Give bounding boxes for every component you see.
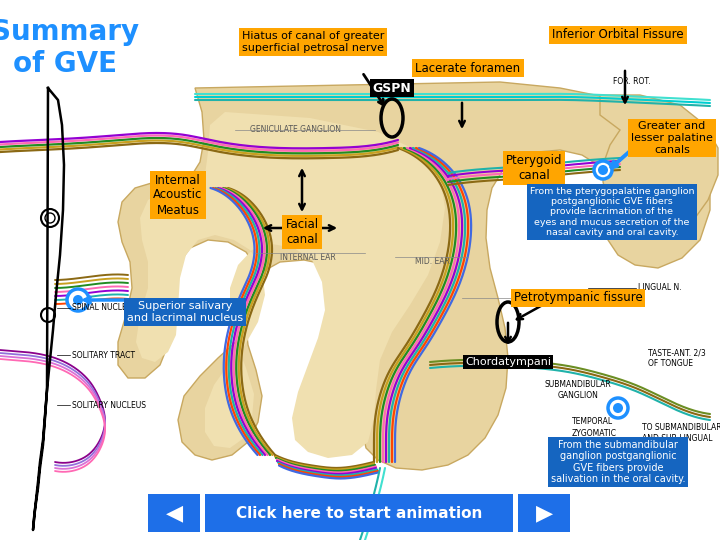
- Text: MID. EAR: MID. EAR: [415, 258, 449, 267]
- Circle shape: [598, 165, 608, 175]
- Circle shape: [67, 289, 89, 311]
- Circle shape: [608, 398, 628, 418]
- Text: TEMPORAL: TEMPORAL: [572, 417, 613, 427]
- Text: Greater and
lesser palatine
canals: Greater and lesser palatine canals: [631, 122, 713, 154]
- Text: From the pterygopalatine ganglion
postganglionic GVE fibers
provide lacrimation : From the pterygopalatine ganglion postga…: [530, 187, 694, 237]
- Text: Internal
Acoustic
Meatus: Internal Acoustic Meatus: [153, 173, 203, 217]
- Text: FOR. ROT.: FOR. ROT.: [613, 78, 651, 86]
- Text: SOLITARY NUCLEUS: SOLITARY NUCLEUS: [72, 401, 146, 409]
- Text: STAPEDIAL N.: STAPEDIAL N.: [526, 294, 577, 302]
- Text: Superior salivary
and lacrimal nucleus: Superior salivary and lacrimal nucleus: [127, 301, 243, 323]
- Text: Summary
of GVE: Summary of GVE: [0, 18, 139, 78]
- Text: TO SUBMANDIBULAR
AND SUB-LINGUAL: TO SUBMANDIBULAR AND SUB-LINGUAL: [642, 423, 720, 443]
- Polygon shape: [136, 112, 445, 458]
- Circle shape: [613, 403, 623, 413]
- Text: From the submandibular
ganglion postganglionic
GVE fibers provide
salivation in : From the submandibular ganglion postgang…: [551, 440, 685, 484]
- Text: Chordatympani: Chordatympani: [465, 357, 551, 367]
- Text: Hiatus of canal of greater
superficial petrosal nerve: Hiatus of canal of greater superficial p…: [242, 31, 384, 53]
- Text: LINGUAL N.: LINGUAL N.: [638, 284, 682, 293]
- Text: SPINAL NUCLEUS V: SPINAL NUCLEUS V: [72, 303, 145, 313]
- FancyBboxPatch shape: [205, 494, 513, 532]
- Text: Petrotympanic fissure: Petrotympanic fissure: [513, 292, 642, 305]
- FancyBboxPatch shape: [518, 494, 570, 532]
- Text: GSPN: GSPN: [373, 82, 411, 94]
- Text: Pterygoid
canal: Pterygoid canal: [505, 154, 562, 182]
- Text: GENICULATE GANGLION: GENICULATE GANGLION: [250, 125, 341, 134]
- Text: Facial
canal: Facial canal: [285, 218, 318, 246]
- FancyBboxPatch shape: [148, 494, 200, 532]
- Text: BUCCAL: BUCCAL: [572, 440, 603, 449]
- Circle shape: [73, 295, 83, 305]
- Text: SOLITARY TRACT: SOLITARY TRACT: [72, 350, 135, 360]
- Text: Lacerate foramen: Lacerate foramen: [415, 62, 521, 75]
- Circle shape: [594, 161, 612, 179]
- Polygon shape: [118, 82, 710, 470]
- Text: Click here to start animation: Click here to start animation: [236, 505, 482, 521]
- Text: Inferior Orbital Fissure: Inferior Orbital Fissure: [552, 29, 684, 42]
- Text: ZYGOMATIC: ZYGOMATIC: [572, 429, 617, 437]
- Text: SUBMANDIBULAR
GANGLION: SUBMANDIBULAR GANGLION: [544, 380, 611, 400]
- Text: ▶: ▶: [536, 503, 552, 523]
- Polygon shape: [600, 95, 718, 230]
- Text: INTERNAL EAR: INTERNAL EAR: [280, 253, 336, 262]
- Text: TASTE-ANT. 2/3
OF TONGUE: TASTE-ANT. 2/3 OF TONGUE: [648, 348, 706, 368]
- Text: ◀: ◀: [166, 503, 183, 523]
